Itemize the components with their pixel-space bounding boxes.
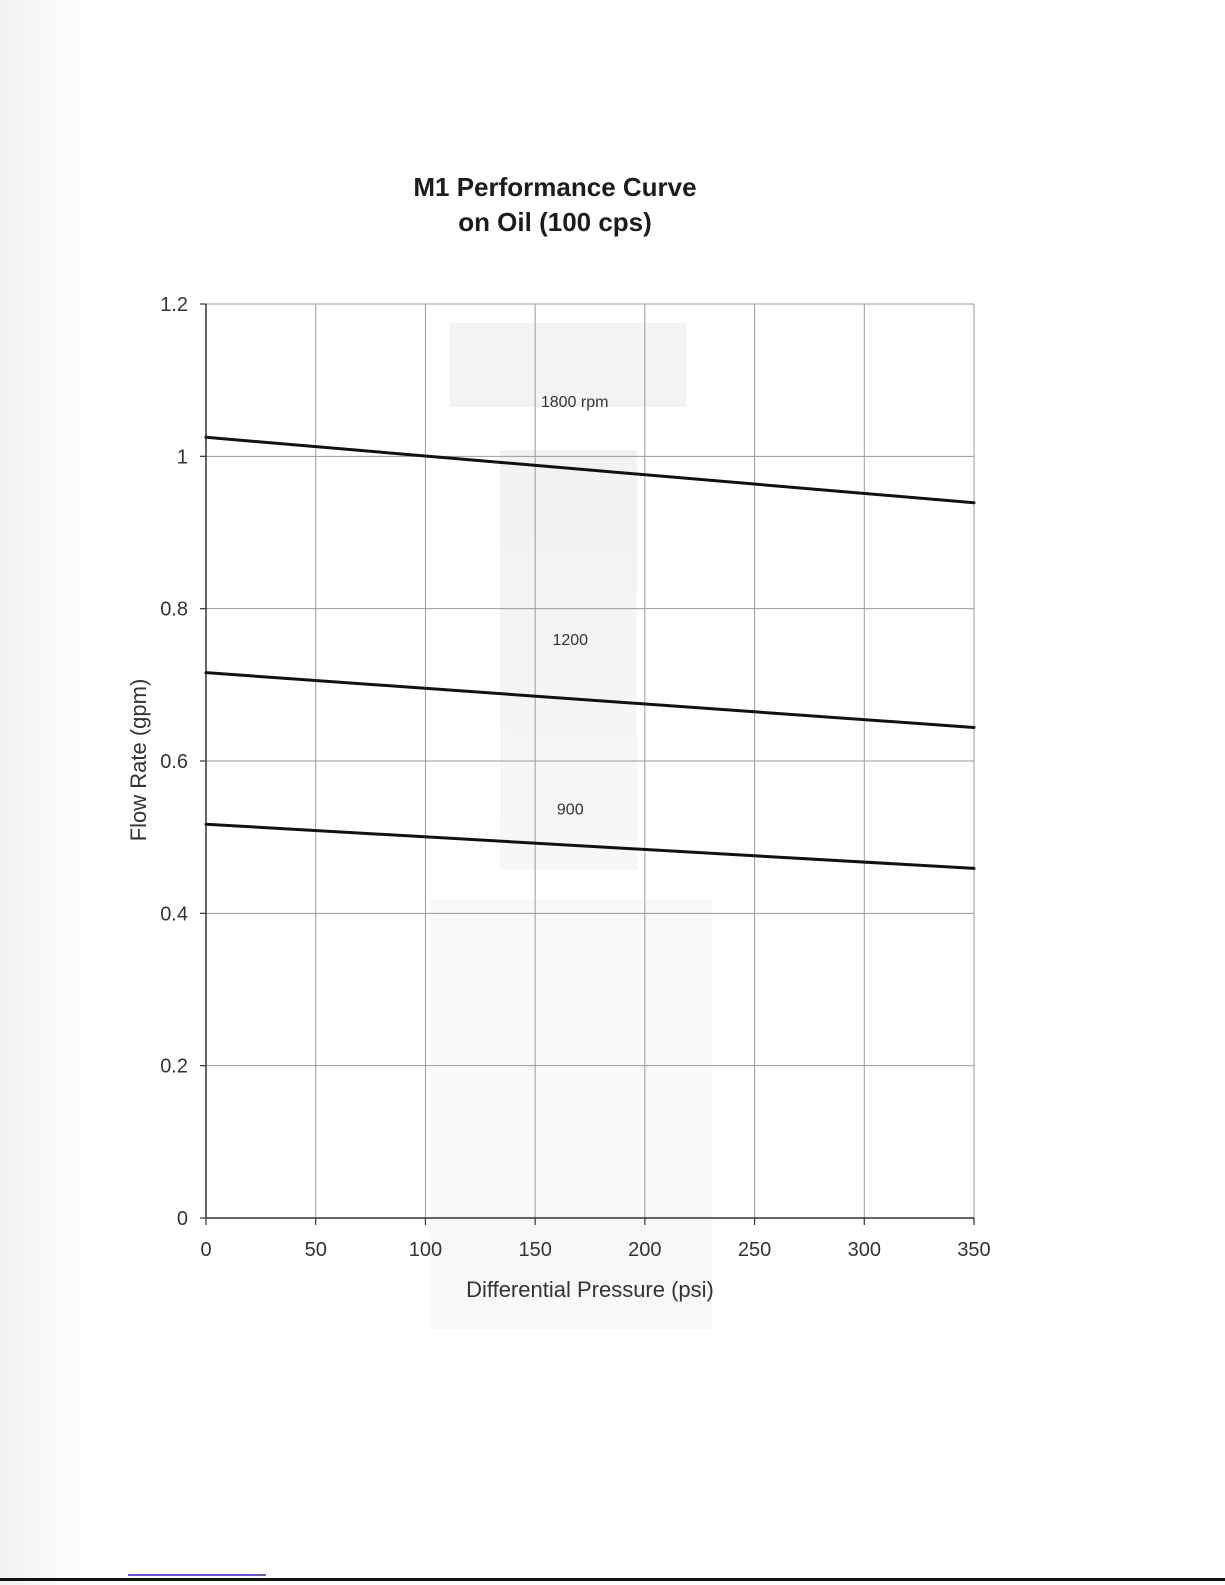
x-axis-label: Differential Pressure (psi) xyxy=(466,1277,714,1302)
x-tick-label: 100 xyxy=(409,1239,442,1261)
y-axis-label: Flow Rate (gpm) xyxy=(126,679,151,842)
grid-lines xyxy=(206,303,975,1218)
y-tick-label: 0.4 xyxy=(160,903,188,925)
series-line xyxy=(204,822,976,870)
y-tick-label: 0 xyxy=(177,1208,188,1230)
scan-shadow-center xyxy=(500,450,637,870)
x-tick-label: 0 xyxy=(200,1239,211,1261)
x-tick-label: 150 xyxy=(518,1239,551,1261)
scan-shadow-bottom xyxy=(430,900,712,1330)
y-tick-label: 0.8 xyxy=(160,599,188,621)
x-tick-label: 350 xyxy=(957,1239,990,1261)
bottom-border-line xyxy=(0,1578,1225,1581)
series-label: 1200 xyxy=(552,632,588,649)
y-tick-label: 0.6 xyxy=(160,751,188,773)
series-line xyxy=(204,435,976,505)
series-labels: 1800 rpm 1200 900 xyxy=(541,394,609,818)
y-tick-label: 1.2 xyxy=(160,294,188,316)
y-axis-ticks: 0 0.2 0.4 0.6 0.8 1 1.2 xyxy=(160,294,206,1230)
series-line xyxy=(204,671,976,729)
x-tick-label: 50 xyxy=(305,1239,327,1261)
chart-title-block: M1 Performance Curve on Oil (100 cps) xyxy=(355,170,755,240)
x-tick-label: 300 xyxy=(848,1239,881,1261)
y-tick-label: 1 xyxy=(177,446,188,468)
data-series xyxy=(204,435,976,870)
scan-edge-shading xyxy=(0,0,95,1585)
chart-title: M1 Performance Curve xyxy=(413,172,697,202)
scan-shadow-top xyxy=(450,323,686,407)
x-axis-ticks: 0 50 100 150 200 250 300 350 xyxy=(200,1218,991,1261)
chart-subtitle: on Oil (100 cps) xyxy=(458,207,652,237)
bottom-link-underline xyxy=(128,1574,266,1576)
x-tick-label: 200 xyxy=(628,1239,661,1261)
x-tick-label: 250 xyxy=(738,1239,771,1261)
series-label: 900 xyxy=(557,801,584,818)
series-label: 1800 rpm xyxy=(541,394,609,411)
y-tick-label: 0.2 xyxy=(160,1056,188,1078)
